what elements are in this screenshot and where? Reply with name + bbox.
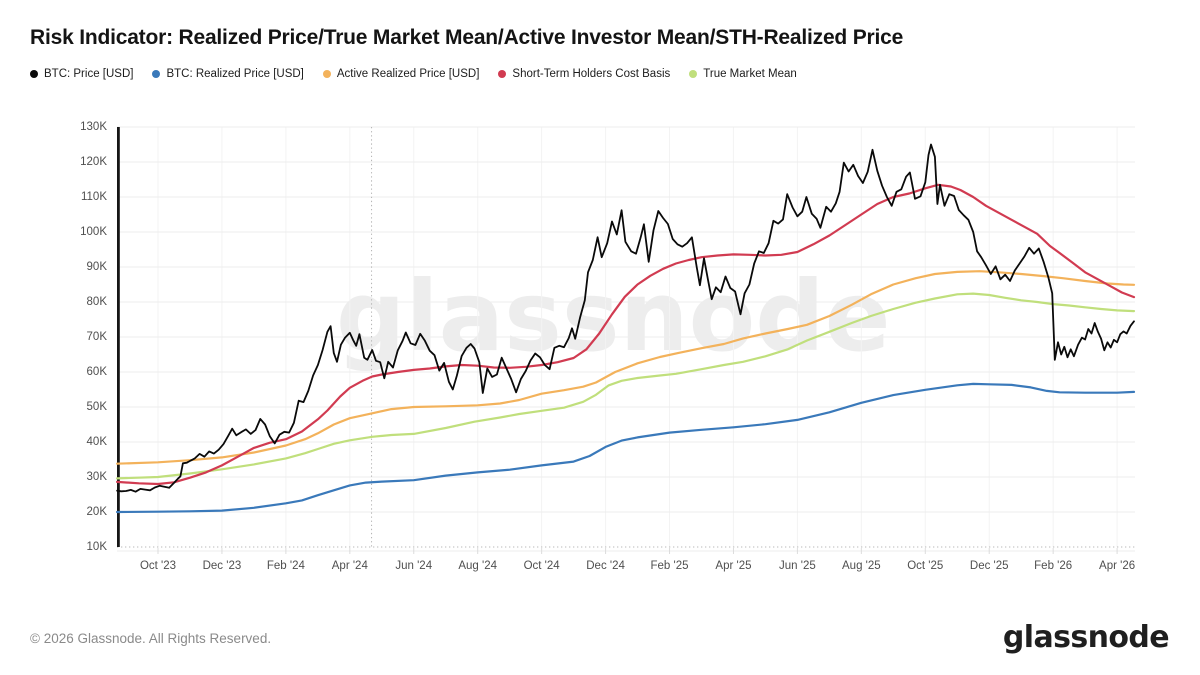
series-active-realized-price-usd-	[115, 270, 1136, 465]
legend-label: BTC: Price [USD]	[44, 68, 134, 80]
page-title: Risk Indicator: Realized Price/True Mark…	[30, 26, 904, 49]
series-btc-realized-price-usd-	[115, 382, 1136, 514]
chart-legend: BTC: Price [USD] BTC: Realized Price [USD…	[30, 68, 797, 80]
legend-item-1[interactable]: BTC: Realized Price [USD]	[152, 68, 304, 80]
series-short-term-holders-cost-basis	[115, 183, 1136, 486]
legend-swatch-icon	[689, 70, 698, 78]
legend-label: Short-Term Holders Cost Basis	[512, 68, 671, 80]
legend-label: True Market Mean	[703, 68, 797, 80]
legend-item-3[interactable]: Short-Term Holders Cost Basis	[498, 68, 670, 80]
legend-swatch-icon	[322, 70, 331, 78]
legend-swatch-icon	[152, 70, 161, 78]
legend-item-4[interactable]: True Market Mean	[689, 68, 797, 80]
series-true-market-mean	[115, 292, 1136, 480]
copyright-text: © 2026 Glassnode. All Rights Reserved.	[30, 631, 272, 646]
legend-label: BTC: Realized Price [USD]	[166, 68, 304, 80]
series-btc-price-usd-	[116, 143, 1135, 493]
legend-item-0[interactable]: BTC: Price [USD]	[30, 68, 133, 80]
legend-swatch-icon	[30, 70, 38, 78]
legend-label: Active Realized Price [USD]	[336, 68, 480, 80]
glassnode-logo: glassnode	[1002, 620, 1170, 655]
y-axis-spine	[117, 127, 120, 547]
legend-swatch-icon	[498, 70, 507, 78]
legend-item-2[interactable]: Active Realized Price [USD]	[322, 68, 480, 80]
